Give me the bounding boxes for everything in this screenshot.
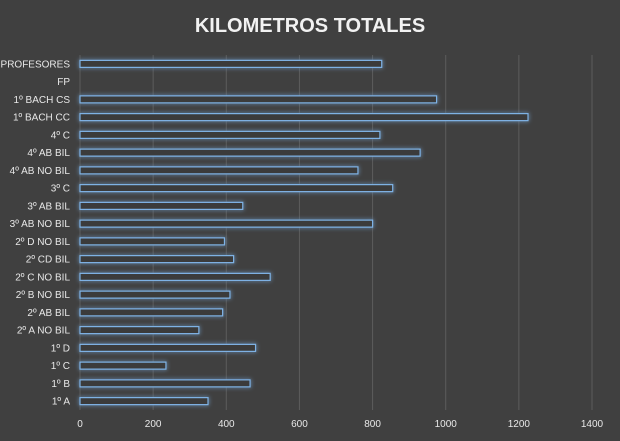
category-label: 1º B [51,379,70,390]
category-label: 1º BACH CS [14,95,71,106]
x-axis-tick-labels: 0 200 400 600 800 1000 1200 1400 [77,419,603,430]
x-tick-label: 200 [145,419,162,430]
category-label: 1º BACH CC [13,113,70,124]
category-label: 1º D [51,343,70,354]
category-label: PROFESORES [1,59,71,70]
category-label: 3º C [51,184,70,195]
category-label: 1º C [51,361,70,372]
bar [79,237,226,246]
bar [79,255,235,264]
bar [79,130,381,139]
bar [79,184,394,193]
bar [79,148,421,157]
category-label: 4º AB NO BIL [10,166,71,177]
x-tick-label: 1200 [508,419,531,430]
category-label: 2º D NO BIL [15,237,70,248]
category-label: 1º A [52,397,70,408]
x-tick-label: 1400 [581,419,604,430]
bars [79,59,529,406]
bar [79,308,224,317]
bar [79,343,257,352]
chart-title: KILOMETROS TOTALES [195,15,425,37]
bar [79,95,438,104]
category-label: FP [57,77,70,88]
x-tick-label: 600 [291,419,308,430]
x-tick-label: 1000 [435,419,458,430]
bar [79,219,374,228]
category-label: 4º AB BIL [27,148,70,159]
x-tick-label: 400 [218,419,235,430]
category-label: 3º AB BIL [27,201,70,212]
x-tick-label: 800 [364,419,381,430]
category-label: 3º AB NO BIL [10,219,71,230]
bar [79,290,231,299]
bar [79,397,209,406]
category-label: 2º AB BIL [27,308,70,319]
x-tick-label: 0 [77,419,83,430]
category-label: 2º CD BIL [26,255,71,266]
bar [79,272,271,281]
bar [79,379,251,388]
category-label: 4º C [51,130,70,141]
bar [79,113,529,122]
category-label: 2º A NO BIL [17,326,71,337]
gridlines [79,55,593,410]
bar [79,361,167,370]
category-labels: PROFESORES FP 1º BACH CS 1º BACH CC 4º C 4º A… [1,59,71,407]
bar [79,59,383,68]
bar [79,326,200,335]
category-label: 2º B NO BIL [16,290,71,301]
bar [79,166,359,175]
bar [79,201,244,210]
category-label: 2º C NO BIL [15,272,70,283]
